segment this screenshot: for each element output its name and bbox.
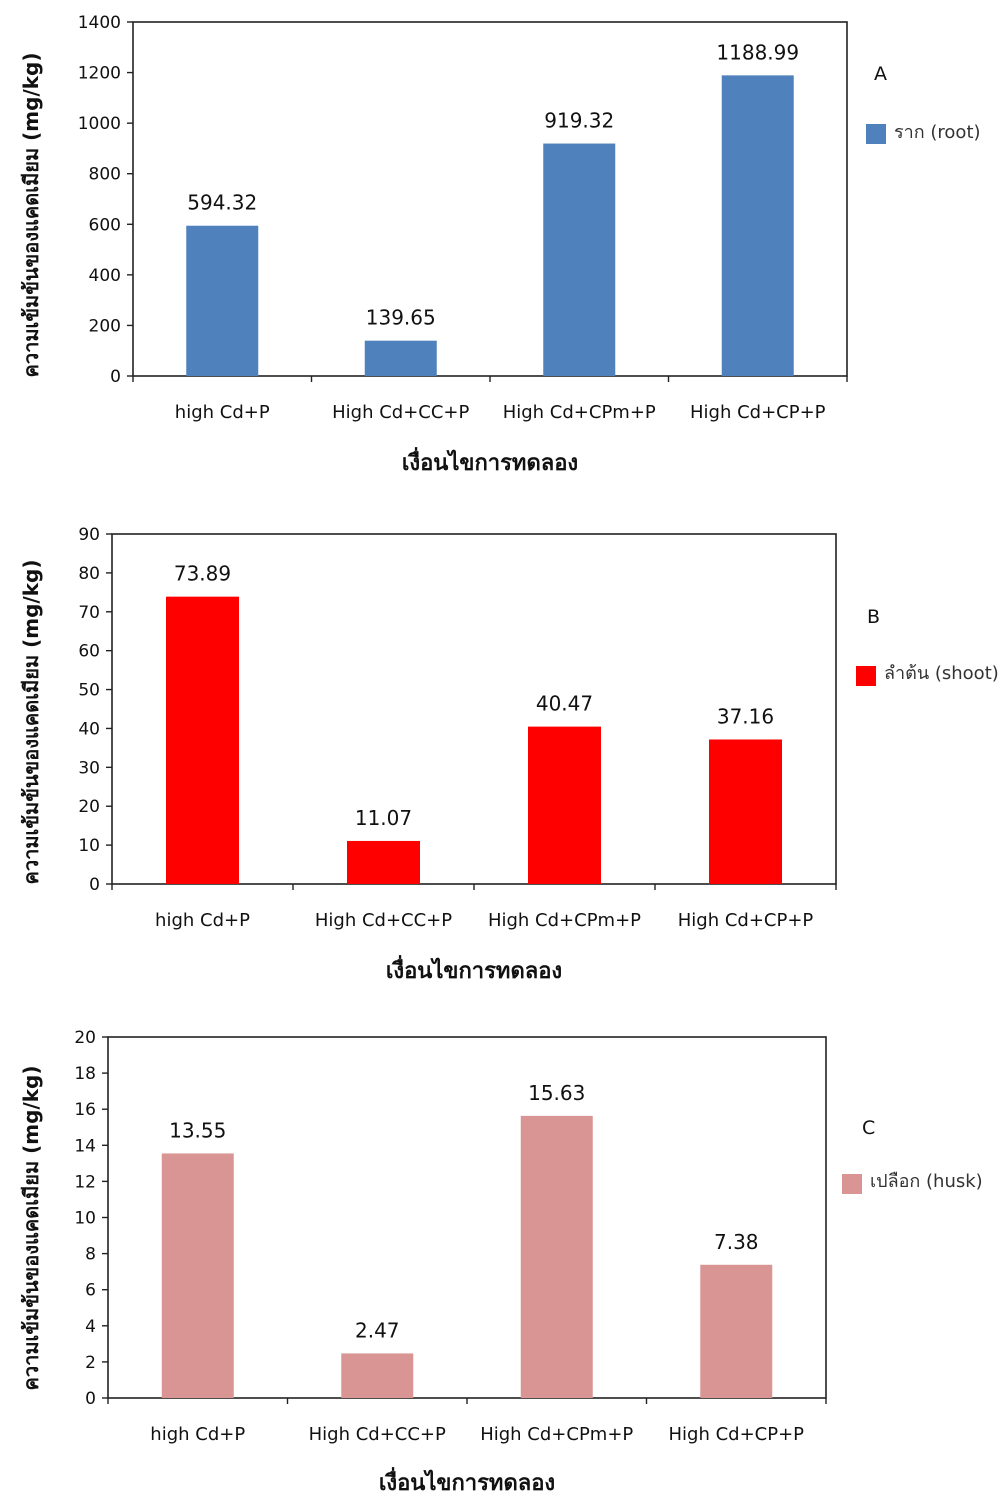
bar bbox=[166, 596, 239, 884]
x-category-label: High Cd+CPm+P bbox=[488, 910, 641, 931]
bar-value-label: 37.16 bbox=[717, 704, 774, 728]
bar bbox=[721, 75, 794, 377]
y-tick-label: 200 bbox=[89, 316, 121, 336]
bar bbox=[347, 840, 420, 884]
panel-label: B bbox=[867, 606, 880, 628]
legend-swatch bbox=[856, 666, 876, 686]
bar bbox=[700, 1264, 773, 1398]
y-axis-title: ความเข้มข้นของแคดเมียม (mg/kg) bbox=[19, 52, 43, 377]
y-tick-label: 0 bbox=[89, 875, 100, 895]
x-category-label: High Cd+CC+P bbox=[332, 402, 469, 423]
y-tick-label: 20 bbox=[78, 797, 100, 817]
y-tick-label: 40 bbox=[78, 719, 100, 739]
y-tick-label: 0 bbox=[110, 367, 121, 387]
bar bbox=[341, 1353, 414, 1398]
legend-swatch bbox=[866, 124, 886, 144]
legend-label: เปลือก (husk) bbox=[870, 1171, 983, 1192]
bar bbox=[364, 340, 437, 376]
bar-value-label: 73.89 bbox=[174, 562, 231, 586]
bar bbox=[186, 225, 259, 376]
y-tick-label: 20 bbox=[74, 1028, 96, 1048]
y-tick-label: 12 bbox=[74, 1172, 96, 1192]
bar-value-label: 139.65 bbox=[366, 306, 436, 330]
y-tick-label: 16 bbox=[74, 1100, 96, 1120]
chart-panel-a: 0 200 400 600 800 1000 1200 1400 594.32 139.65 91… bbox=[19, 13, 981, 476]
bar-value-label: 594.32 bbox=[187, 191, 257, 215]
y-tick-label: 1400 bbox=[78, 13, 121, 33]
bar-value-label: 15.63 bbox=[528, 1081, 585, 1105]
bar bbox=[528, 726, 601, 884]
y-axis-title: ความเข้มข้นของแคดเมียม (mg/kg) bbox=[19, 559, 43, 884]
y-tick-label: 800 bbox=[89, 165, 121, 185]
x-category-label: High Cd+CPm+P bbox=[480, 1424, 633, 1445]
x-category-label: High Cd+CP+P bbox=[678, 910, 814, 931]
y-tick-label: 400 bbox=[89, 266, 121, 286]
y-tick-label: 10 bbox=[78, 836, 100, 856]
panel-label: A bbox=[874, 63, 887, 85]
bar bbox=[543, 143, 616, 376]
x-category-label: High Cd+CPm+P bbox=[503, 402, 656, 423]
bar-value-label: 1188.99 bbox=[716, 40, 799, 64]
x-category-label: High Cd+CC+P bbox=[309, 1424, 446, 1445]
x-category-label: high Cd+P bbox=[175, 402, 270, 423]
y-tick-label: 50 bbox=[78, 681, 100, 701]
y-tick-label: 1000 bbox=[78, 114, 121, 134]
y-tick-label: 8 bbox=[85, 1245, 96, 1265]
legend-swatch bbox=[842, 1174, 862, 1194]
y-tick-label: 0 bbox=[85, 1389, 96, 1409]
x-axis-title: เงื่อนไขการทดลอง bbox=[386, 954, 562, 984]
y-tick-label: 6 bbox=[85, 1281, 96, 1301]
y-tick-label: 2 bbox=[85, 1353, 96, 1373]
y-tick-label: 4 bbox=[85, 1317, 96, 1337]
panel-label: C bbox=[862, 1117, 875, 1139]
legend-label: ลำต้น (shoot) bbox=[884, 663, 999, 684]
y-tick-label: 70 bbox=[78, 603, 100, 623]
y-tick-label: 30 bbox=[78, 758, 100, 778]
y-axis-title: ความเข้มข้นของแคดเมียม (mg/kg) bbox=[19, 1065, 43, 1390]
bar-value-label: 40.47 bbox=[536, 692, 593, 716]
y-tick-label: 14 bbox=[74, 1136, 96, 1156]
y-tick-label: 60 bbox=[78, 642, 100, 662]
y-tick-label: 18 bbox=[74, 1064, 96, 1084]
y-tick-label: 10 bbox=[74, 1209, 96, 1229]
chart-panel-b: 0 10 20 30 40 50 60 70 80 90 73.89 11.07 40.47 37.16… bbox=[19, 525, 999, 984]
y-tick-label: 90 bbox=[78, 525, 100, 545]
bar-value-label: 7.38 bbox=[714, 1230, 759, 1254]
x-axis-title: เงื่อนไขการทดลอง bbox=[379, 1466, 555, 1496]
x-category-label: High Cd+CP+P bbox=[668, 1424, 804, 1445]
y-tick-label: 600 bbox=[89, 215, 121, 235]
bar-value-label: 2.47 bbox=[355, 1318, 400, 1342]
bar-value-label: 919.32 bbox=[544, 109, 614, 133]
y-tick-label: 1200 bbox=[78, 64, 121, 84]
x-axis-title: เงื่อนไขการทดลอง bbox=[402, 446, 578, 476]
y-tick-label: 80 bbox=[78, 564, 100, 584]
bar bbox=[709, 739, 782, 884]
legend-label: ราก (root) bbox=[894, 122, 981, 143]
x-category-label: High Cd+CC+P bbox=[315, 910, 452, 931]
bar bbox=[520, 1115, 593, 1398]
x-category-label: high Cd+P bbox=[150, 1424, 245, 1445]
x-category-label: high Cd+P bbox=[155, 910, 250, 931]
chart-panel-c: 0 2 4 6 8 10 12 14 16 18 20 13.55 2.47 15.63 7.38 hig… bbox=[19, 1028, 983, 1496]
bar-value-label: 13.55 bbox=[169, 1118, 226, 1142]
bar-value-label: 11.07 bbox=[355, 806, 412, 830]
bar bbox=[161, 1153, 234, 1398]
x-category-label: High Cd+CP+P bbox=[690, 402, 826, 423]
